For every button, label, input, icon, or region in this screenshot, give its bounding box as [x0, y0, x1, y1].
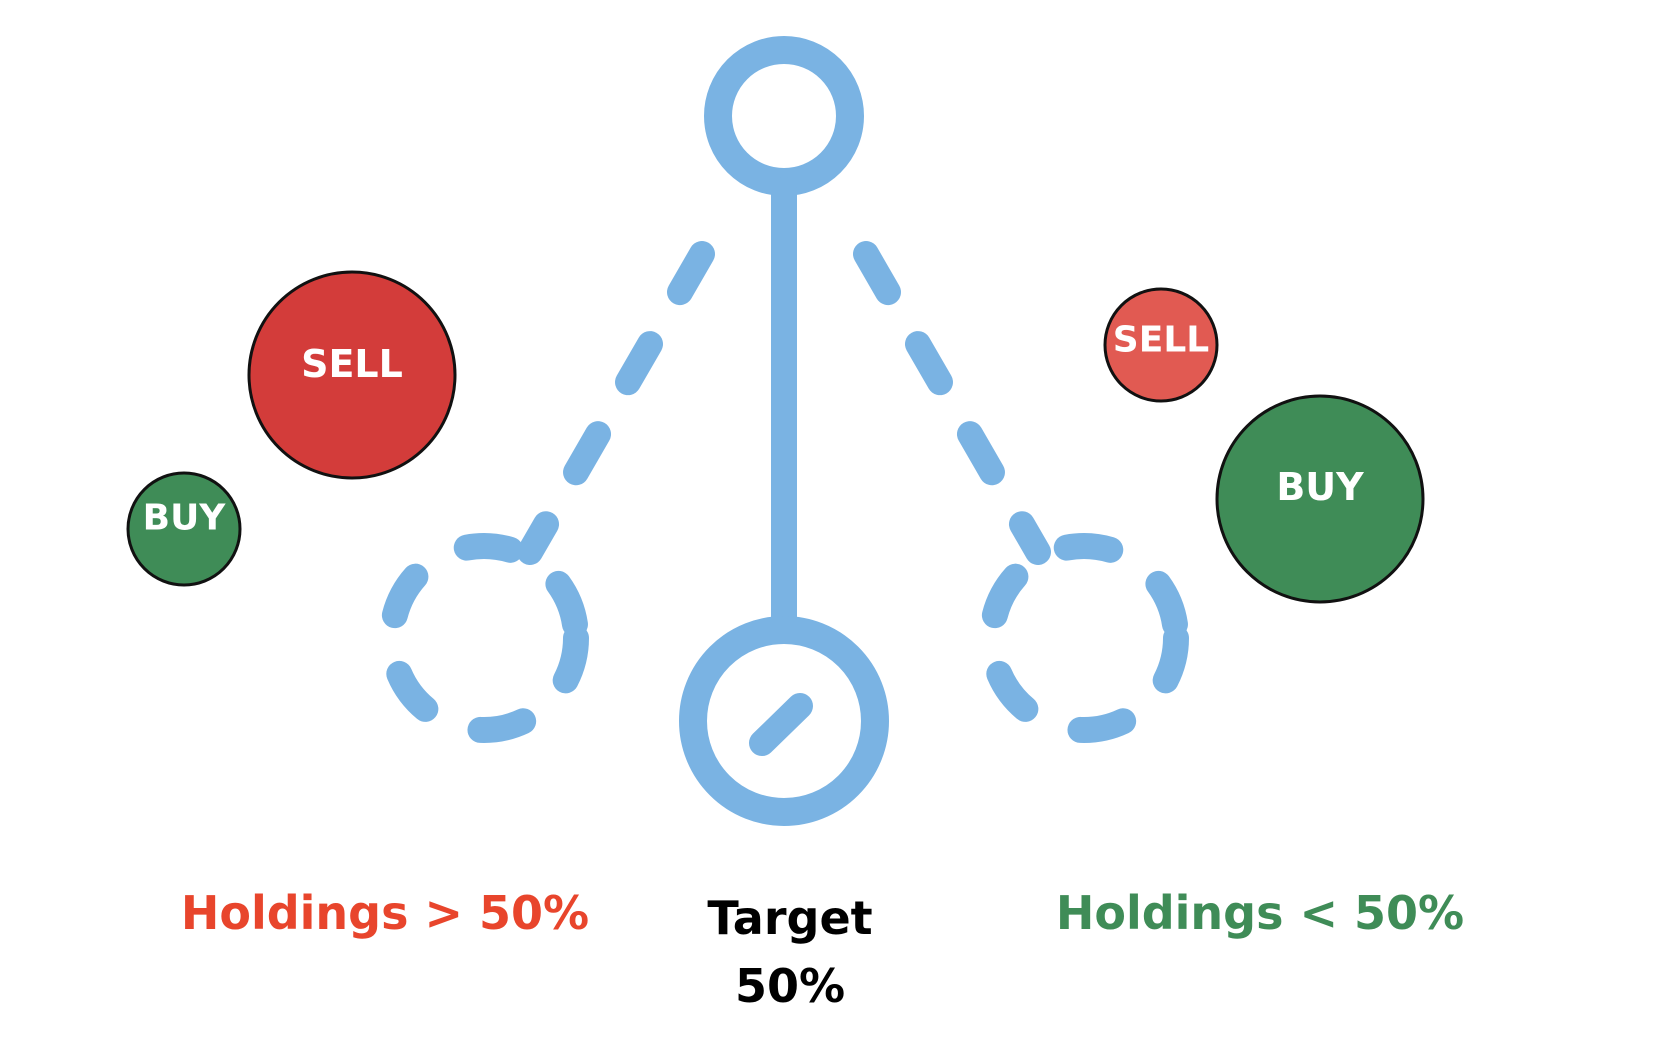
- center-bob: [679, 616, 889, 826]
- right-sell-circle: [1103, 287, 1219, 403]
- left-buy-circle: [126, 471, 242, 587]
- right-holdings-label: Holdings < 50%: [1055, 886, 1465, 940]
- left-buy-bubble: BUY: [126, 471, 242, 587]
- left-dashed-bob: [379, 533, 589, 743]
- target-label-line2: 50%: [734, 959, 846, 1013]
- left-sell-circle: [247, 270, 457, 480]
- right-sell-text: SELL: [1113, 320, 1209, 361]
- right-buy-text: BUY: [1276, 465, 1364, 509]
- left-sell-text: SELL: [301, 342, 403, 386]
- center-bob-needle: [749, 693, 813, 756]
- right-buy-circle: [1215, 394, 1425, 604]
- pivot-ring: [704, 36, 864, 196]
- left-holdings-label: Holdings > 50%: [180, 886, 590, 940]
- right-sell-bubble: SELL: [1103, 287, 1219, 403]
- left-sell-bubble: SELL: [247, 270, 457, 480]
- left-dashed-rod: [517, 241, 715, 565]
- right-dashed-bob: [979, 533, 1189, 743]
- right-buy-bubble: BUY: [1215, 394, 1425, 604]
- right-dashed-rod: [853, 241, 1051, 565]
- left-buy-text: BUY: [143, 498, 227, 539]
- target-label-line1: Target: [707, 891, 873, 945]
